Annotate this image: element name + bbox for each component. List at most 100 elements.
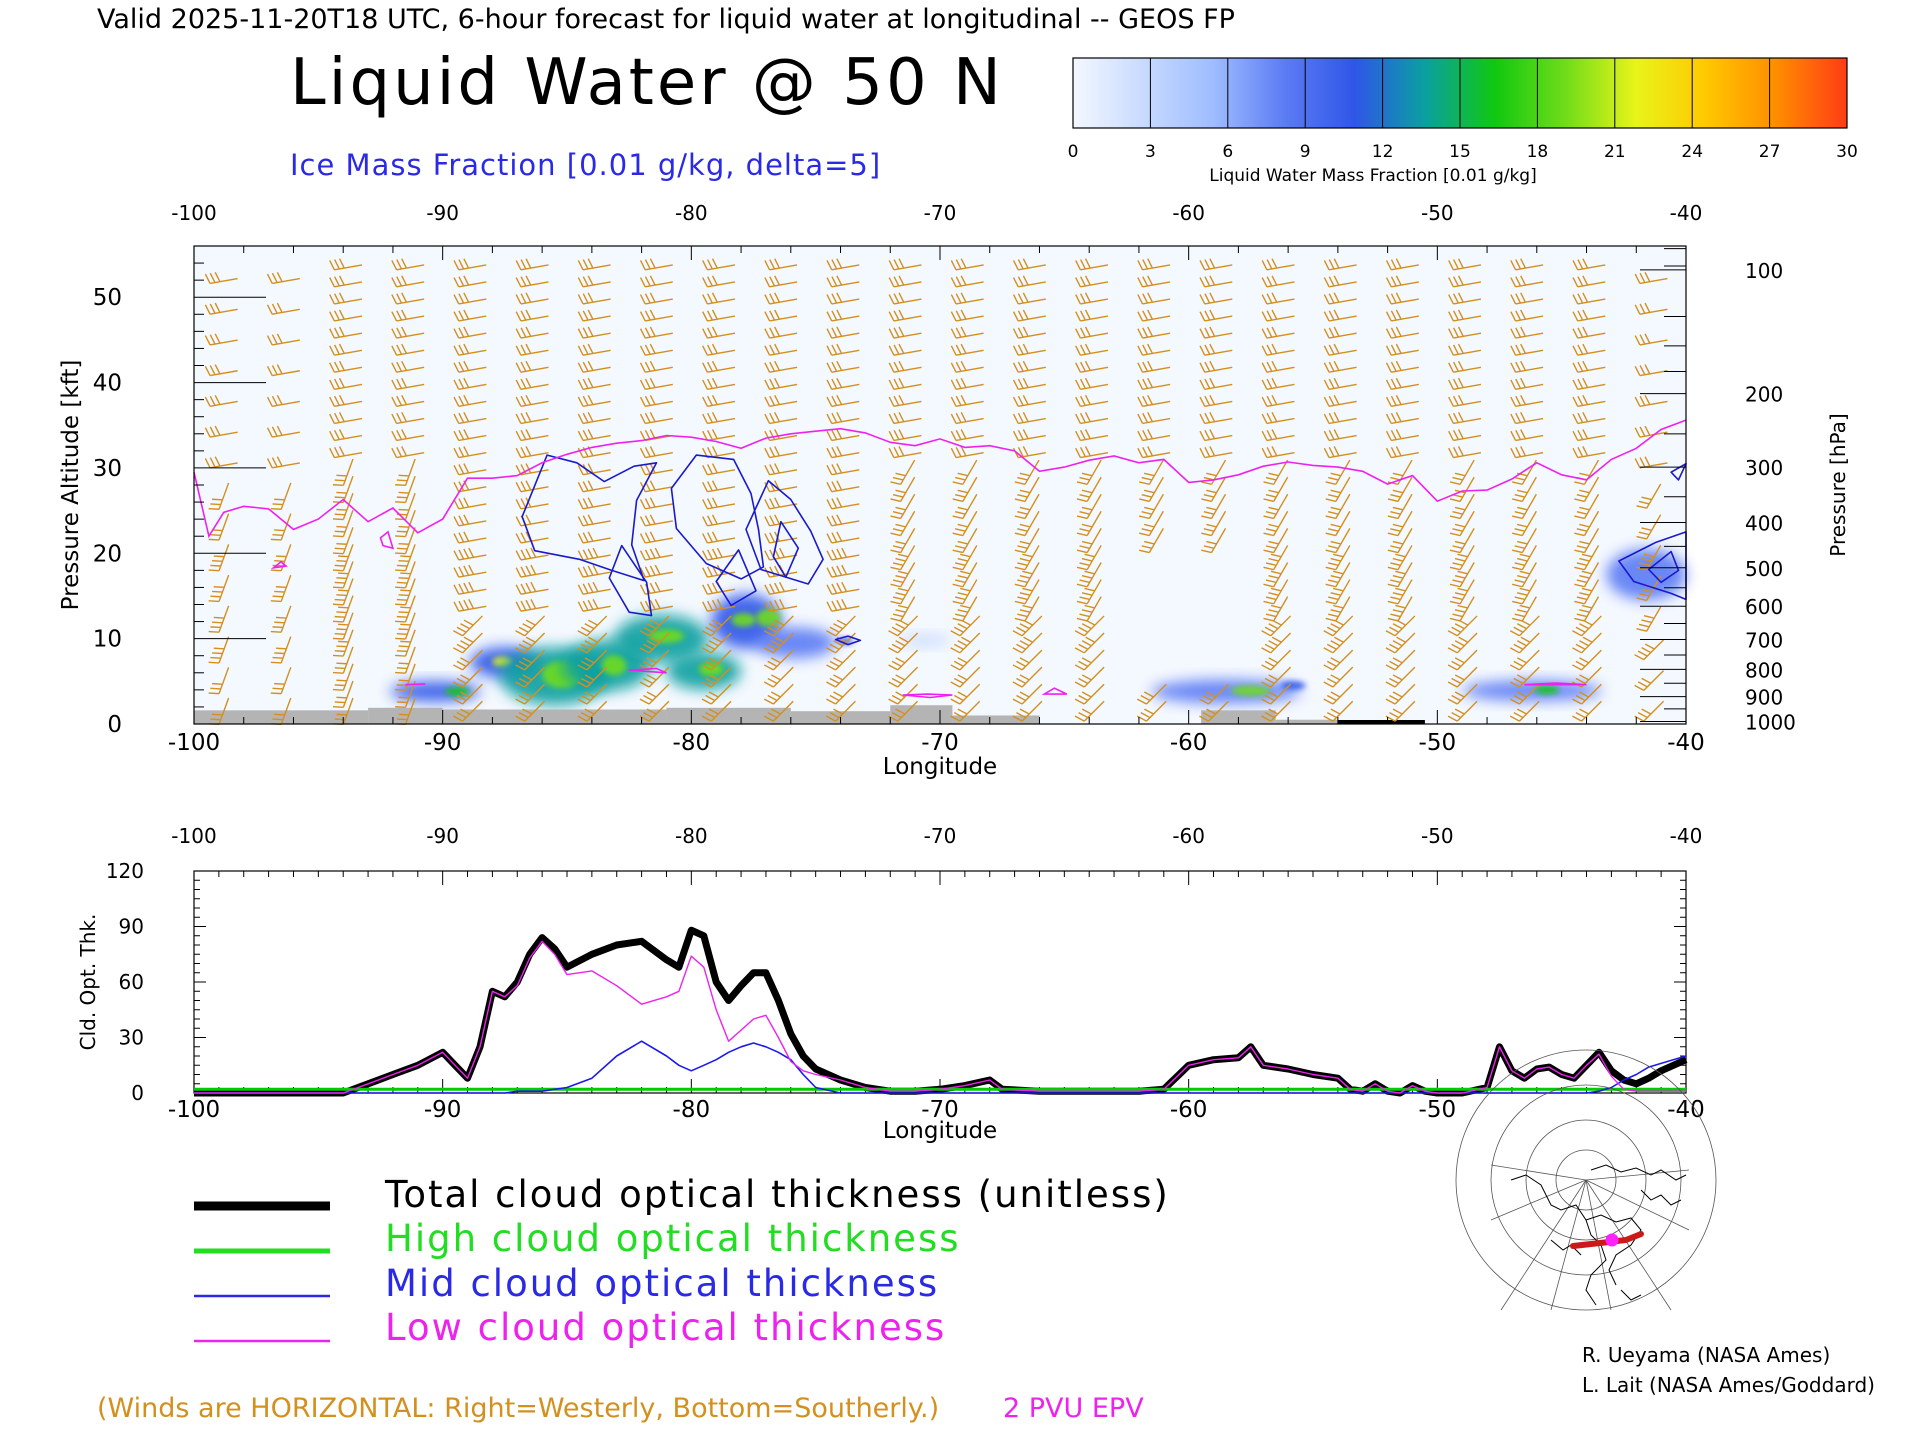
wind-barb bbox=[1199, 412, 1233, 425]
wind-barb bbox=[639, 292, 673, 305]
wind-barb bbox=[1199, 258, 1233, 271]
wind-barb bbox=[515, 412, 549, 425]
epv-contour bbox=[629, 667, 667, 674]
y-tick-label: 120 bbox=[106, 859, 144, 883]
x-top-tick-label: -40 bbox=[1670, 201, 1703, 225]
wind-barb bbox=[701, 683, 732, 705]
x-tick-label: -80 bbox=[673, 730, 711, 756]
wind-barb bbox=[1261, 258, 1295, 271]
x-tick-label: -50 bbox=[1419, 730, 1457, 756]
pressure-tick-label: 1000 bbox=[1745, 710, 1796, 734]
x-tick-label: -70 bbox=[921, 1097, 959, 1123]
wind-barb bbox=[391, 343, 425, 356]
wind-barb bbox=[826, 309, 860, 322]
legend-label-mid: Mid cloud optical thickness bbox=[385, 1262, 939, 1305]
wind-barb bbox=[950, 258, 984, 271]
wind-barb bbox=[1510, 412, 1544, 425]
wind-barb bbox=[1574, 545, 1600, 571]
wind-barb bbox=[1074, 700, 1105, 722]
wind-barb bbox=[1510, 377, 1544, 390]
wind-barb bbox=[888, 632, 919, 654]
optical-thickness-panel: -100 -100 -90 -90 -80 -80 -70 -70 -60 -60 -50 -50 -4… bbox=[106, 824, 1705, 1123]
wind-barb bbox=[702, 343, 736, 356]
pressure-tick-label: 900 bbox=[1745, 686, 1783, 710]
epv-2pvu-line bbox=[193, 419, 1687, 539]
wind-barb bbox=[639, 463, 673, 476]
wind-barb bbox=[332, 561, 354, 589]
y-tick-label: 90 bbox=[119, 915, 144, 939]
wind-barb bbox=[329, 309, 363, 322]
x-tick-label: -70 bbox=[921, 730, 959, 756]
pressure-tick-label: 600 bbox=[1745, 595, 1783, 619]
wind-barb bbox=[453, 683, 483, 705]
wind-barb bbox=[1014, 459, 1040, 485]
wind-barb bbox=[1323, 615, 1354, 637]
wind-barb bbox=[950, 700, 981, 722]
colorbar-tick-label: 6 bbox=[1222, 142, 1233, 162]
x-top-tick-label: -40 bbox=[1670, 824, 1703, 848]
wind-barb bbox=[1385, 700, 1416, 722]
wind-barb bbox=[332, 475, 354, 504]
y-tick-label: 10 bbox=[93, 627, 122, 653]
wind-barb bbox=[1449, 493, 1475, 520]
wind-barb bbox=[1323, 412, 1357, 425]
wind-barb bbox=[1449, 562, 1475, 588]
wind-barb bbox=[888, 275, 922, 288]
wind-barb bbox=[1325, 562, 1351, 588]
wind-barb bbox=[1075, 258, 1109, 271]
wind-barb bbox=[764, 531, 798, 544]
optical-thickness-frame bbox=[193, 870, 1687, 1094]
colorbar-tick-label: 3 bbox=[1145, 142, 1156, 162]
wind-barb bbox=[1448, 446, 1482, 459]
ice-contour bbox=[1670, 462, 1687, 481]
wind-barb bbox=[266, 456, 300, 469]
wind-barb bbox=[1139, 459, 1164, 486]
wind-barb bbox=[453, 531, 487, 544]
wind-barb bbox=[950, 360, 984, 373]
wind-barb bbox=[577, 615, 608, 637]
wind-barb bbox=[1512, 596, 1537, 622]
wind-barb bbox=[577, 275, 611, 288]
x-tick-label: -100 bbox=[168, 730, 220, 756]
x-tick-label: -50 bbox=[1419, 1097, 1457, 1123]
wind-barb bbox=[1199, 309, 1233, 322]
wind-barb bbox=[1510, 360, 1544, 373]
pressure-tick-label: 100 bbox=[1745, 259, 1783, 283]
wind-barb bbox=[515, 514, 549, 527]
wind-barb bbox=[1510, 343, 1544, 356]
wind-barb bbox=[639, 683, 670, 705]
wind-barb bbox=[515, 258, 549, 271]
wind-barb bbox=[1014, 545, 1040, 571]
wind-barb bbox=[1387, 510, 1413, 537]
wind-barb bbox=[826, 377, 860, 390]
wind-barb bbox=[1075, 292, 1109, 305]
wind-barb bbox=[890, 476, 916, 503]
x-top-tick-label: -50 bbox=[1421, 824, 1454, 848]
wind-barb bbox=[1075, 360, 1109, 373]
wind-barb bbox=[1509, 649, 1540, 671]
wind-barb bbox=[1512, 528, 1537, 554]
wind-barb bbox=[1323, 394, 1357, 408]
epv-contour bbox=[405, 683, 426, 686]
wind-barb bbox=[1012, 666, 1043, 688]
wind-barb bbox=[702, 412, 736, 425]
wind-barb bbox=[826, 649, 856, 671]
wind-barb bbox=[764, 394, 798, 408]
colorbar-tick-label: 30 bbox=[1836, 142, 1858, 162]
wind-barb bbox=[332, 527, 354, 555]
y-tick-label: 50 bbox=[93, 285, 122, 311]
wind-barb bbox=[950, 292, 984, 305]
wind-barb bbox=[702, 581, 736, 595]
wind-barb bbox=[1076, 596, 1102, 622]
wind-barb bbox=[888, 343, 922, 356]
wind-barb bbox=[826, 275, 860, 288]
x-tick-label: -40 bbox=[1667, 1097, 1705, 1123]
x-tick-label: -100 bbox=[168, 1097, 220, 1123]
wind-barb bbox=[266, 333, 300, 346]
wind-barb bbox=[515, 497, 549, 510]
wind-barb bbox=[826, 497, 860, 510]
wind-barb bbox=[395, 663, 416, 691]
pressure-tick-label: 500 bbox=[1745, 557, 1783, 581]
wind-barb bbox=[1014, 562, 1040, 588]
wind-barb bbox=[826, 598, 860, 612]
